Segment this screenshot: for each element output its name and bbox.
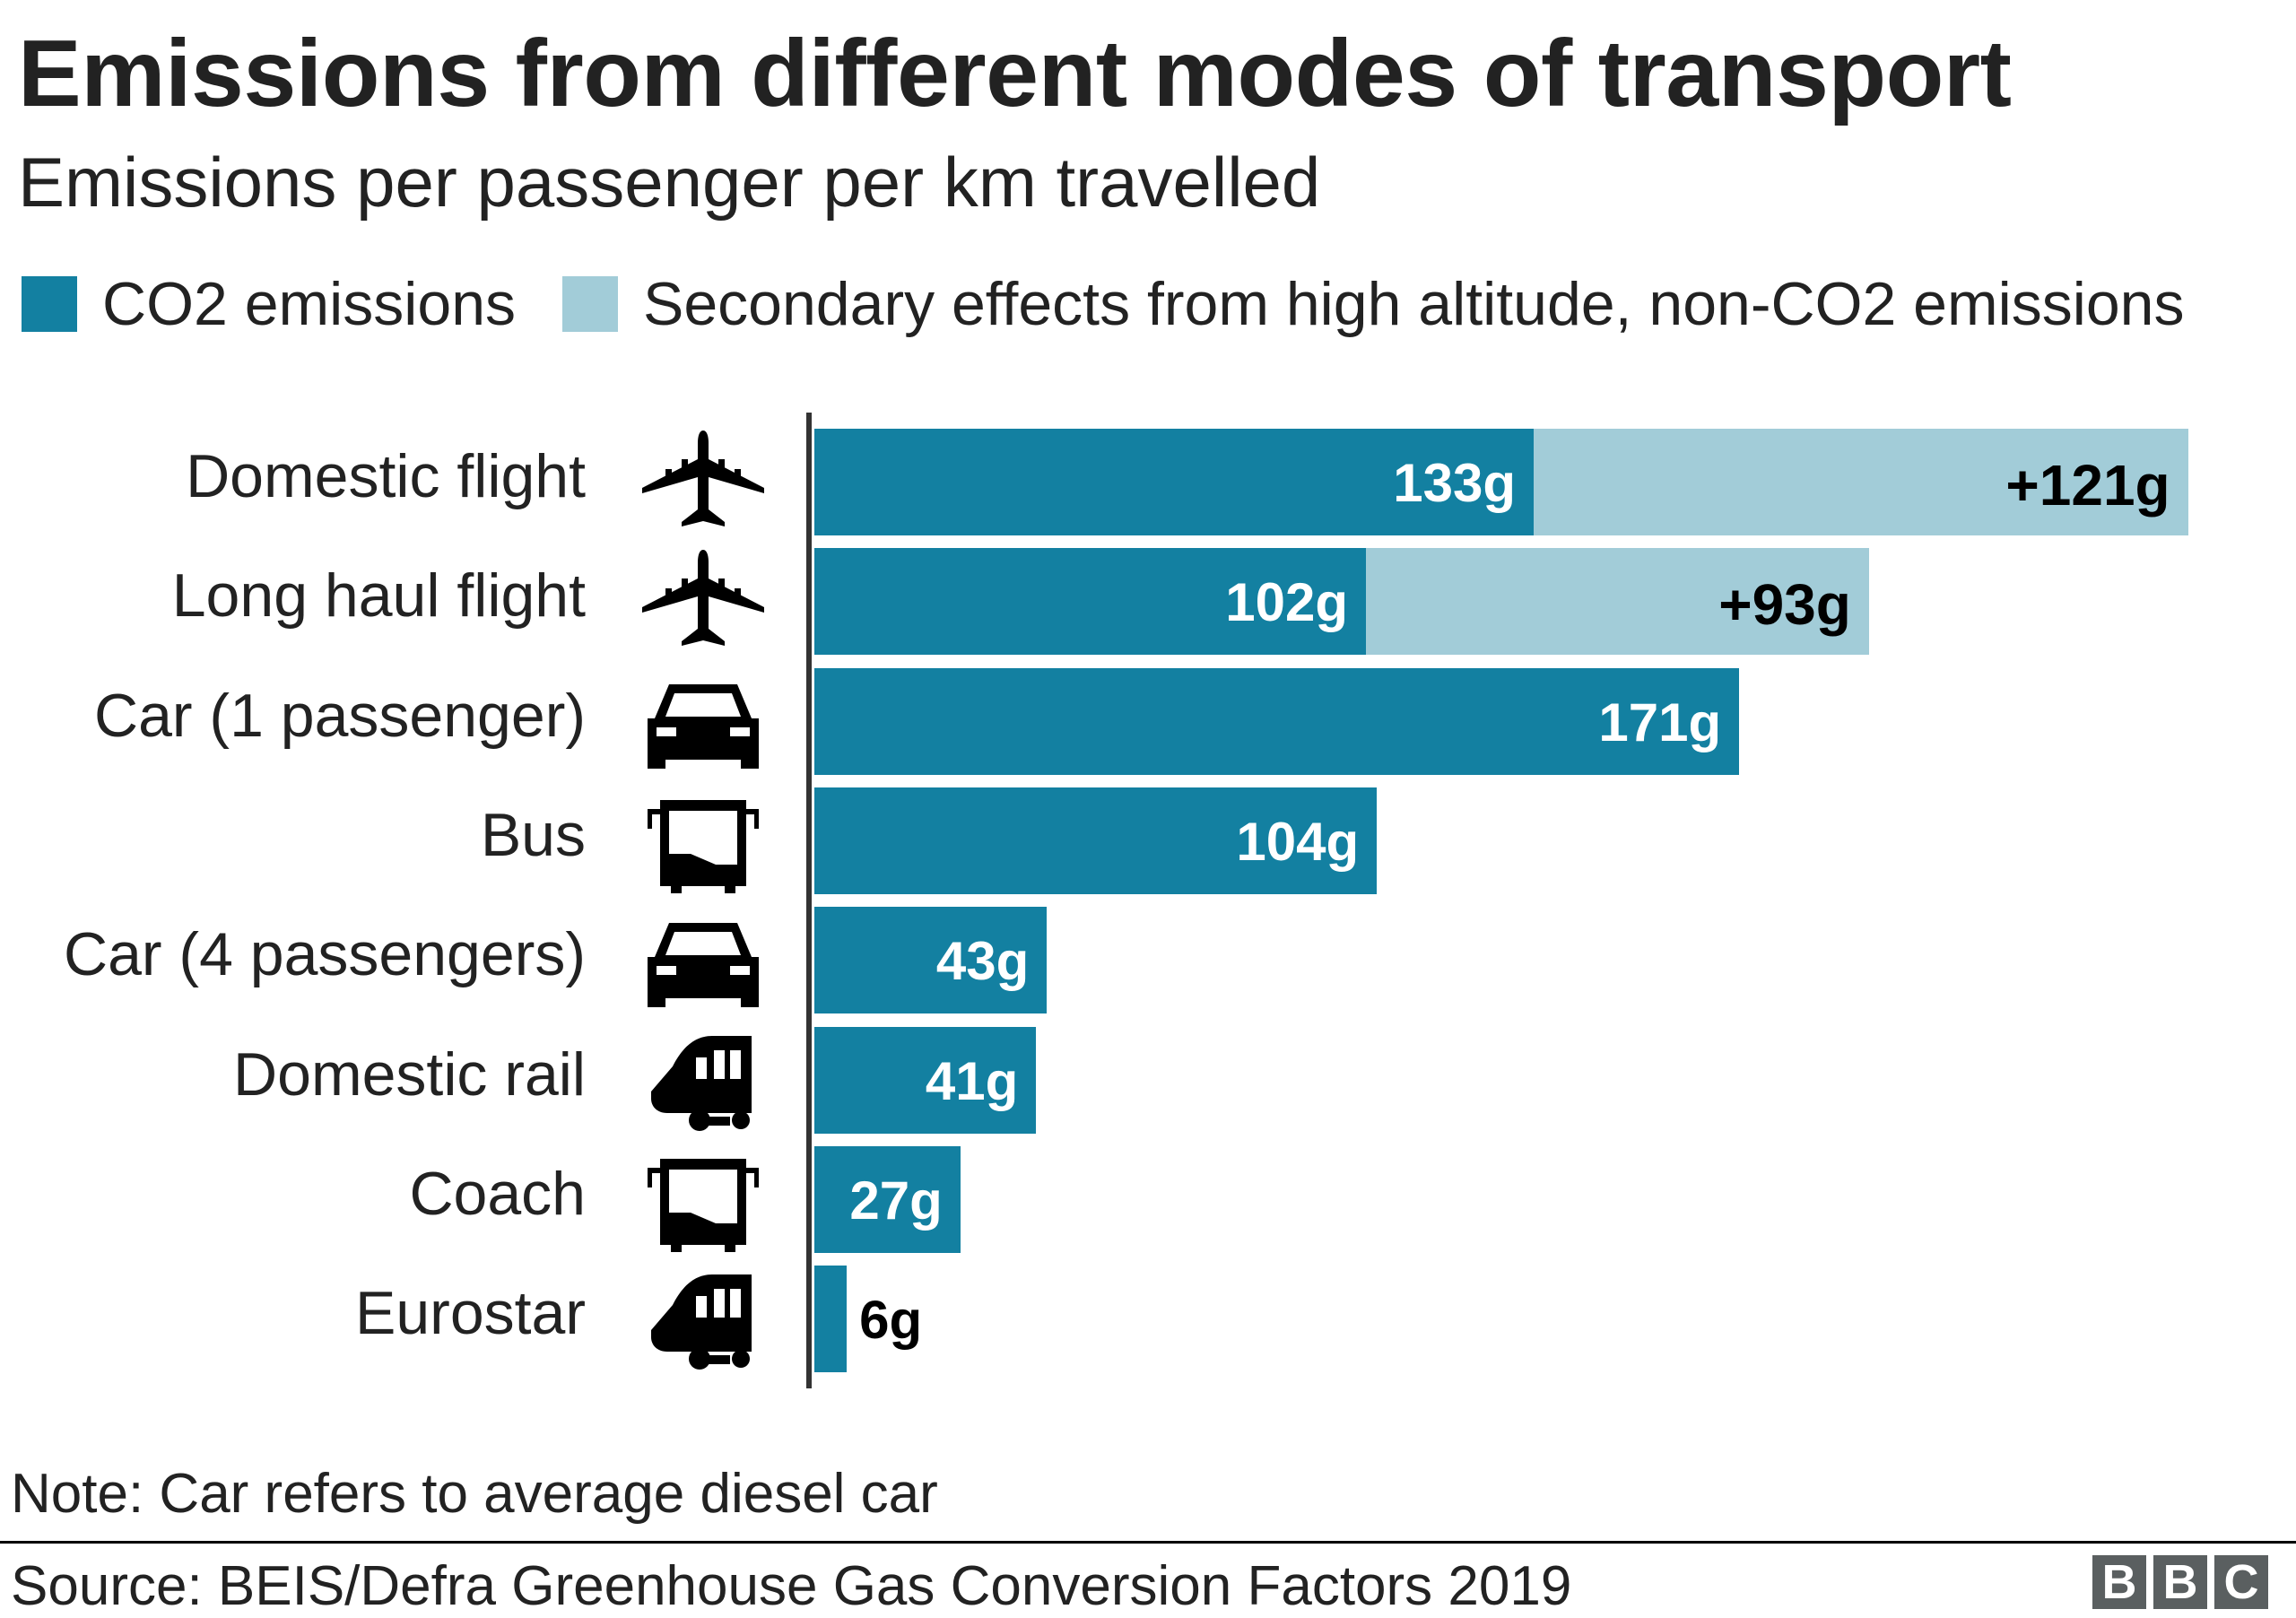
legend-label-co2: CO2 emissions (102, 270, 517, 338)
legend-item-co2: CO2 emissions (22, 269, 516, 339)
category-label-domestic-flight: Domestic flight (186, 442, 586, 510)
data-label-co2-domestic-rail: 41g (925, 1050, 1019, 1111)
bar-co2-bus (814, 787, 1378, 894)
bar-co2-coach (814, 1145, 961, 1253)
category-label-long-haul-flight: Long haul flight (171, 561, 586, 631)
category-label-coach: Coach (409, 1159, 586, 1228)
category-label-car-1-passenger: Car (1 passenger) (93, 681, 586, 750)
bar-secondary-long-haul-flight (1366, 548, 1869, 656)
y-axis-line (806, 413, 812, 1388)
plane-icon (640, 429, 766, 535)
footer-divider (0, 1541, 2296, 1544)
chart-subtitle: Emissions per passenger per km travelled (18, 143, 1321, 222)
data-label-co2-eurostar: 6g (859, 1290, 923, 1351)
bar-secondary-domestic-flight (1533, 429, 2188, 535)
data-label-co2-long-haul-flight: 102g (1225, 572, 1349, 633)
bus-icon (640, 787, 766, 894)
car-icon (640, 907, 766, 1013)
data-label-co2-coach: 27g (849, 1170, 943, 1231)
chart-title: Emissions from different modes of transp… (18, 21, 2012, 126)
bar-co2-car-1-passenger (814, 667, 1740, 775)
bar-co2-domestic-rail (814, 1026, 1037, 1134)
bar-co2-car-4-passengers (814, 907, 1048, 1014)
category-label-domestic-rail: Domestic rail (233, 1040, 586, 1109)
data-label-secondary-long-haul-flight: +93g (1718, 572, 1851, 638)
legend-swatch-co2 (22, 276, 77, 332)
data-label-co2-car-1-passenger: 171g (1598, 692, 1722, 752)
data-label-co2-bus: 104g (1236, 811, 1360, 872)
data-label-co2-car-4-passengers: 43g (935, 931, 1030, 992)
train-icon (640, 1266, 766, 1372)
category-label-car-4-passengers: Car (4 passengers) (63, 920, 586, 989)
legend-item-secondary: Secondary effects from high altitude, no… (562, 269, 2185, 339)
data-label-co2-domestic-flight: 133g (1393, 453, 1516, 513)
legend-label-secondary: Secondary effects from high altitude, no… (643, 270, 2185, 338)
chart-source: Source: BEIS/Defra Greenhouse Gas Conver… (11, 1555, 1572, 1617)
bus-icon (640, 1146, 766, 1253)
bar-co2-eurostar (814, 1266, 848, 1373)
plane-icon (640, 548, 766, 655)
chart-note: Note: Car refers to average diesel car (11, 1463, 938, 1525)
train-icon (640, 1027, 766, 1134)
data-label-secondary-domestic-flight: +121g (2005, 453, 2170, 518)
category-label-bus: Bus (480, 800, 586, 869)
legend-swatch-secondary (562, 276, 618, 332)
bar-co2-long-haul-flight (814, 548, 1367, 656)
car-icon (640, 668, 766, 775)
bar-co2-domestic-flight (814, 429, 1534, 535)
category-label-eurostar: Eurostar (355, 1279, 586, 1348)
